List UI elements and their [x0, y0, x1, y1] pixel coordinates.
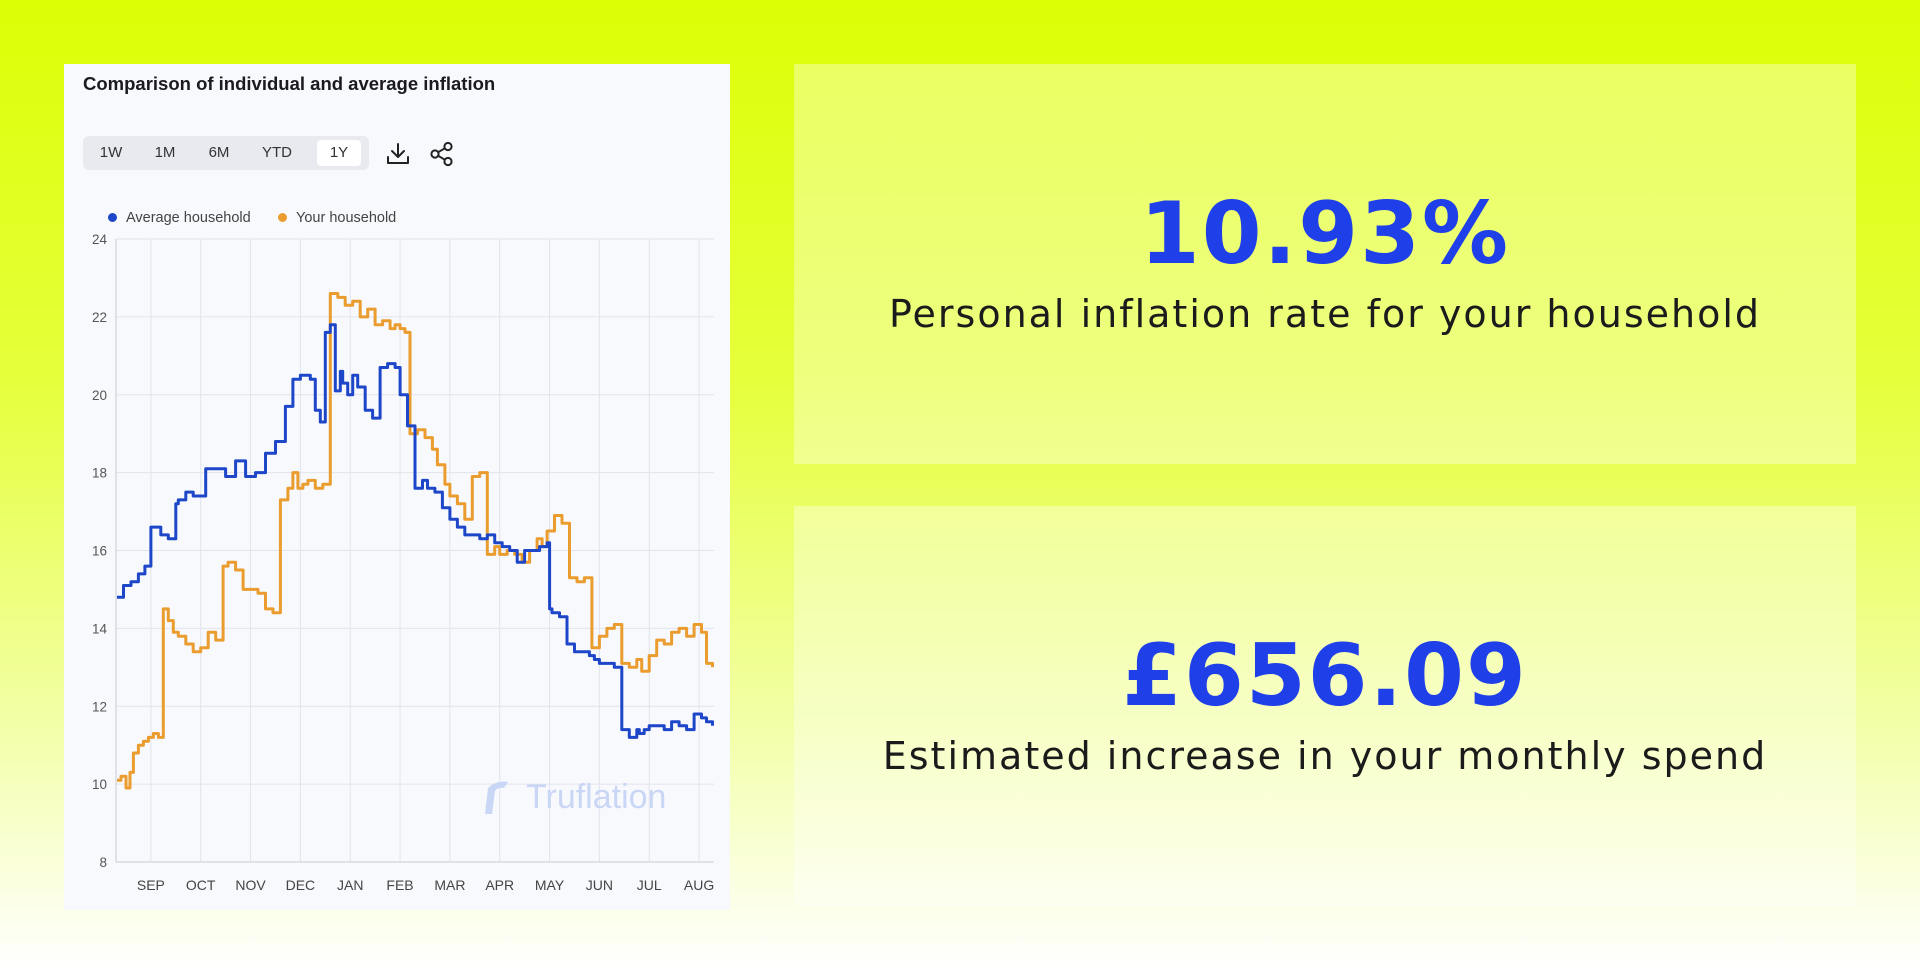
chart-title: Comparison of individual and average inf…	[83, 73, 496, 94]
series-line-your-household	[117, 292, 714, 790]
x-tick-label: NOV	[235, 877, 266, 893]
personal-inflation-rate-label: Personal inflation rate for your househo…	[888, 292, 1762, 336]
personal-inflation-rate-value: 10.93%	[1139, 184, 1511, 284]
y-tick-label: 20	[92, 388, 107, 403]
series-line-average-household	[117, 323, 714, 739]
inflation-line-chart: Truflation 8 10 12 14 16 18 20 22 24 SEP OCT NOV DEC…	[92, 232, 714, 893]
legend-item-average[interactable]: Average household	[108, 210, 251, 230]
time-range-selector: 1W 1M 6M YTD 1Y	[83, 136, 369, 170]
x-tick-label: AUG	[684, 877, 714, 893]
legend-label-average: Average household	[126, 210, 251, 226]
share-icon[interactable]	[428, 140, 456, 168]
monthly-spend-increase-value: £656.09	[1122, 626, 1528, 726]
y-tick-label: 10	[92, 777, 107, 792]
x-tick-label: JUN	[586, 877, 613, 893]
x-tick-label: SEP	[137, 877, 165, 893]
inflation-chart-card: Comparison of individual and average inf…	[64, 64, 730, 910]
legend-label-your-household: Your household	[296, 210, 397, 226]
watermark-text: Truflation	[526, 778, 666, 816]
y-tick-label: 8	[99, 855, 107, 870]
range-button-ytd[interactable]: YTD	[262, 144, 292, 161]
legend-item-your-household[interactable]: Your household	[278, 210, 396, 230]
y-tick-label: 18	[92, 466, 107, 481]
download-icon[interactable]	[384, 140, 412, 168]
truflation-logo-icon	[485, 781, 508, 814]
legend-swatch-your-household	[278, 212, 287, 222]
range-button-1w[interactable]: 1W	[99, 144, 123, 161]
x-tick-label: MAY	[535, 877, 565, 893]
x-tick-label: JUL	[637, 877, 662, 893]
y-tick-label: 14	[92, 621, 108, 636]
y-tick-label: 24	[92, 232, 108, 247]
y-tick-label: 22	[92, 310, 107, 325]
x-tick-label: OCT	[186, 877, 216, 893]
x-tick-label: JAN	[337, 877, 363, 893]
y-tick-label: 16	[92, 544, 107, 559]
monthly-spend-increase-label: Estimated increase in your monthly spend	[882, 734, 1768, 778]
stat-card-monthly-spend: £656.09 Estimated increase in your month…	[794, 506, 1856, 906]
stat-card-inflation-rate: 10.93% Personal inflation rate for your …	[794, 64, 1856, 464]
x-tick-label: FEB	[386, 877, 413, 893]
range-button-1y[interactable]: 1Y	[317, 140, 361, 166]
range-button-1m[interactable]: 1M	[154, 144, 176, 161]
x-tick-label: APR	[485, 877, 514, 893]
y-tick-label: 12	[92, 699, 107, 714]
chart-grid	[116, 238, 714, 863]
range-button-6m[interactable]: 6M	[208, 144, 230, 161]
x-tick-label: MAR	[434, 877, 465, 893]
x-tick-label: DEC	[286, 877, 316, 893]
legend-swatch-average	[108, 212, 117, 222]
watermark: Truflation	[485, 778, 666, 816]
